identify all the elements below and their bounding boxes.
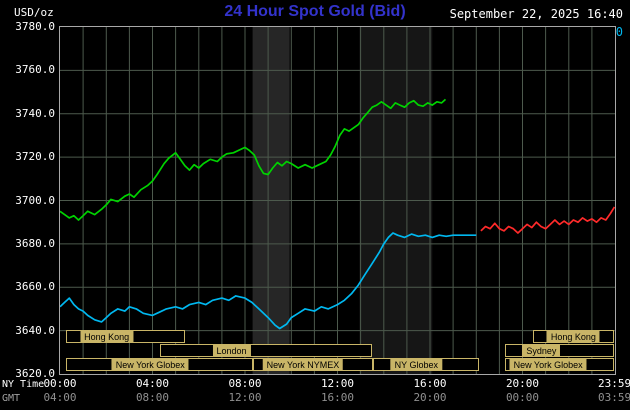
session-bar-hong-kong: Hong Kong [66,330,185,343]
x-tick-gmt-20:00: 20:00 [413,391,447,404]
y-tick-label-3700: 3700.0 [15,193,55,207]
x-tick-gmt-03:59: 03:59 [598,391,630,404]
chart-canvas [60,27,615,374]
session-label: NY Globex [390,359,442,370]
gmt-caption: GMT [2,393,21,404]
session-label: Hong Kong [546,331,600,342]
y-tick-label-3660: 3660.0 [15,280,55,294]
session-bar-london: London [159,344,373,357]
y-tick-label-3640: 3640.0 [15,323,55,337]
session-bar-ny-globex: NY Globex [373,358,479,371]
page-title: 24 Hour Spot Gold (Bid) [224,3,406,20]
x-tick-gmt-04:00: 04:00 [43,391,77,404]
series-line-sep21 [480,206,615,234]
x-tick-ny-12:00: 12:00 [320,377,355,390]
y-axis-unit-label: USD/oz [14,6,54,19]
x-tick-ny-00:00: 00:00 [43,377,77,390]
session-bar-hong-kong: Hong Kong [532,330,615,343]
x-tick-ny-16:00: 16:00 [413,377,447,390]
y-tick-label-3760: 3760.0 [15,63,55,77]
session-label: New York Globex [509,359,587,370]
x-tick-gmt-16:00: 16:00 [320,391,355,404]
session-bar-sydney: Sydney [504,344,615,357]
session-bar-new-york-globex: New York Globex [504,358,615,371]
session-label: New York Globex [111,359,189,370]
x-tick-ny-08:00: 08:00 [228,377,262,390]
session-bar-new-york-nymex: New York NYMEX [253,358,374,371]
series-line-sep19 [60,232,477,330]
x-tick-gmt-08:00: 08:00 [135,391,170,404]
y-tick-label-3720: 3720.0 [15,150,55,164]
x-tick-ny-04:00: 04:00 [135,377,170,390]
session-label: Sydney [522,345,561,356]
chart-plot-area: Hong Kong Hong Kong London Sydney New York G… [59,26,616,375]
chart-datetime: September 22, 2025 16:40 [449,7,623,21]
session-label: Hong Kong [80,331,134,342]
y-tick-label-3780: 3780.0 [15,20,55,33]
session-label: New York NYMEX [262,359,344,370]
series-line-sep22 [60,98,447,221]
y-tick-label-3680: 3680.0 [15,236,55,250]
x-tick-ny-20:00: 20:00 [505,377,540,390]
x-tick-gmt-00:00: 00:00 [505,391,540,404]
x-tick-ny-23:59: 23:59 [598,377,630,390]
ny-time-caption: NY Time [2,379,45,390]
y-tick-label-3620: 3620.0 [15,367,55,380]
x-tick-gmt-12:00: 12:00 [228,391,262,404]
session-bar-new-york-globex: New York Globex [66,358,254,371]
session-label: London [212,345,251,356]
y-tick-label-3740: 3740.0 [15,106,55,120]
